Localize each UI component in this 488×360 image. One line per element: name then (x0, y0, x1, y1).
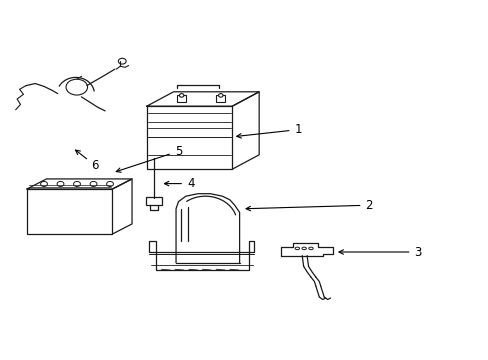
Circle shape (90, 181, 97, 186)
Text: 2: 2 (245, 199, 372, 212)
Ellipse shape (295, 247, 299, 250)
Bar (27, 189, 112, 234)
Circle shape (41, 181, 47, 186)
Circle shape (118, 58, 126, 64)
Text: 3: 3 (338, 246, 421, 258)
Bar (146, 106, 232, 169)
Text: 4: 4 (164, 177, 194, 190)
Bar (216, 95, 224, 102)
Text: 1: 1 (236, 123, 302, 138)
Ellipse shape (179, 94, 183, 97)
Circle shape (73, 181, 80, 186)
Ellipse shape (218, 94, 223, 97)
Circle shape (57, 181, 64, 186)
Circle shape (106, 181, 113, 186)
Text: 5: 5 (116, 145, 182, 172)
Ellipse shape (302, 247, 305, 250)
Text: 6: 6 (75, 150, 99, 172)
Ellipse shape (308, 247, 312, 250)
Bar (177, 95, 186, 102)
Bar (146, 197, 162, 205)
